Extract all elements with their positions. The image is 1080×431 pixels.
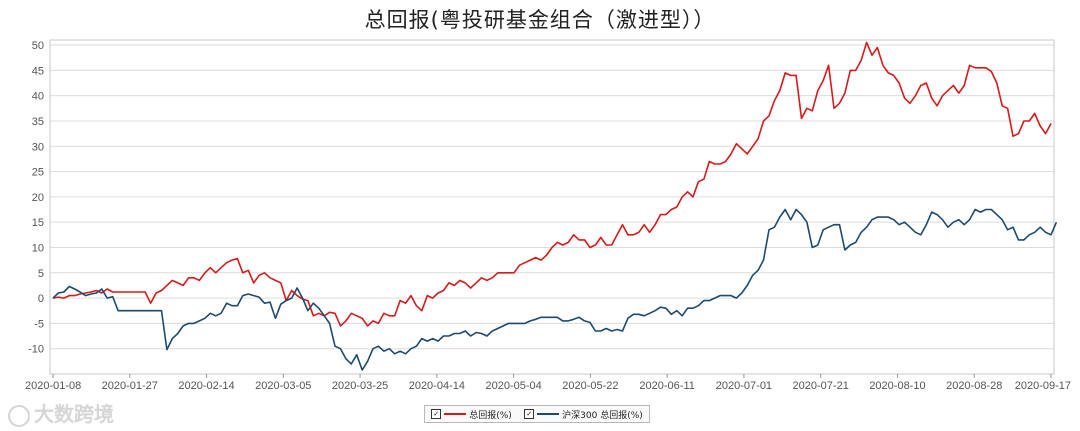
y-tick-label: 35 xyxy=(32,116,44,128)
legend-item-fund[interactable]: ✓ 总回报(%) xyxy=(431,408,512,421)
y-tick-label: 30 xyxy=(32,141,44,153)
y-tick-label: -5 xyxy=(34,318,44,330)
x-tick-label: 2020-08-10 xyxy=(869,380,925,392)
y-tick-label: 20 xyxy=(32,192,44,204)
chart-title: 总回报(粤投研基金组合（激进型）） xyxy=(364,8,716,32)
watermark-logo-icon xyxy=(8,404,30,427)
legend: ✓ 总回报(%) ✓ 沪深300 总回报(%) xyxy=(424,405,650,423)
y-tick-label: 25 xyxy=(32,167,44,179)
x-tick-label: 2020-06-11 xyxy=(639,380,694,392)
y-tick-label: 10 xyxy=(32,242,44,254)
x-tick-label: 2020-01-27 xyxy=(102,380,158,392)
y-tick-label: 45 xyxy=(32,65,44,77)
x-axis-ticks: 2020-01-08 2020-01-27 2020-02-14 2020-03-05… xyxy=(25,374,1071,392)
y-tick-label: 15 xyxy=(32,217,44,229)
x-tick-label: 2020-03-25 xyxy=(332,380,388,392)
x-tick-label: 2020-07-01 xyxy=(716,380,772,392)
y-tick-label: -10 xyxy=(28,344,44,356)
legend-swatch-csi300 xyxy=(537,413,560,415)
x-tick-label: 2020-05-04 xyxy=(485,380,541,392)
y-tick-label: 50 xyxy=(32,40,44,52)
x-tick-label: 2020-09-17 xyxy=(1015,380,1071,392)
x-tick-label: 2020-08-28 xyxy=(946,380,1002,392)
x-tick-label: 2020-04-14 xyxy=(409,380,465,392)
x-tick-label: 2020-01-08 xyxy=(25,380,81,392)
plot-frame xyxy=(49,39,1055,375)
y-tick-label: 40 xyxy=(32,91,44,103)
checkbox-icon[interactable]: ✓ xyxy=(524,409,535,419)
watermark: 大数跨境 xyxy=(8,398,114,427)
x-tick-label: 2020-02-14 xyxy=(178,380,234,392)
x-tick-label: 2020-03-05 xyxy=(255,380,311,392)
checkbox-icon[interactable]: ✓ xyxy=(431,409,442,419)
series-line-1 xyxy=(52,208,1058,371)
legend-swatch-fund xyxy=(444,413,467,415)
watermark-text: 大数跨境 xyxy=(34,402,114,426)
series-lines xyxy=(52,41,1058,371)
y-tick-label: 5 xyxy=(38,268,44,280)
legend-label-csi300: 沪深300 总回报(%) xyxy=(562,410,643,421)
legend-item-csi300[interactable]: ✓ 沪深300 总回报(%) xyxy=(524,408,643,421)
legend-label-fund: 总回报(%) xyxy=(469,410,512,421)
x-tick-label: 2020-05-22 xyxy=(562,380,618,392)
grid xyxy=(50,44,1054,350)
series-line-0 xyxy=(52,41,1052,327)
x-tick-label: 2020-07-21 xyxy=(793,380,849,392)
y-tick-label: 0 xyxy=(38,293,44,305)
y-axis-ticks: -10 -5 0 5 10 15 20 25 30 35 40 45 50 xyxy=(28,40,44,356)
